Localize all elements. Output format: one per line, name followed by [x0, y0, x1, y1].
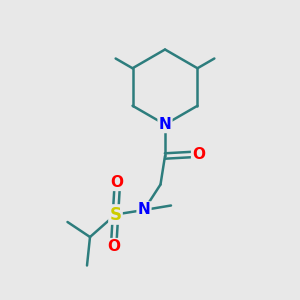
- Text: S: S: [110, 206, 122, 224]
- Text: N: N: [138, 202, 150, 217]
- Text: O: O: [110, 175, 124, 190]
- Text: O: O: [107, 239, 121, 254]
- Text: O: O: [192, 147, 205, 162]
- Text: N: N: [159, 117, 171, 132]
